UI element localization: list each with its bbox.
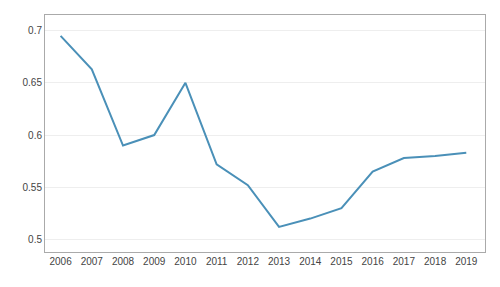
svg-text:2011: 2011 bbox=[206, 256, 228, 267]
svg-text:2012: 2012 bbox=[237, 256, 260, 267]
svg-text:2010: 2010 bbox=[174, 256, 197, 267]
svg-text:0.55: 0.55 bbox=[23, 182, 43, 193]
svg-text:2006: 2006 bbox=[49, 256, 72, 267]
svg-text:2013: 2013 bbox=[268, 256, 291, 267]
svg-text:2007: 2007 bbox=[81, 256, 104, 267]
svg-text:0.5: 0.5 bbox=[28, 234, 42, 245]
svg-text:2015: 2015 bbox=[330, 256, 353, 267]
svg-text:2008: 2008 bbox=[112, 256, 135, 267]
svg-text:2016: 2016 bbox=[362, 256, 385, 267]
svg-text:2009: 2009 bbox=[143, 256, 166, 267]
svg-text:0.7: 0.7 bbox=[28, 25, 42, 36]
svg-text:2019: 2019 bbox=[455, 256, 478, 267]
svg-text:0.65: 0.65 bbox=[23, 77, 43, 88]
svg-text:2018: 2018 bbox=[424, 256, 447, 267]
svg-text:2014: 2014 bbox=[299, 256, 322, 267]
svg-text:0.6: 0.6 bbox=[28, 130, 42, 141]
svg-text:2017: 2017 bbox=[393, 256, 416, 267]
